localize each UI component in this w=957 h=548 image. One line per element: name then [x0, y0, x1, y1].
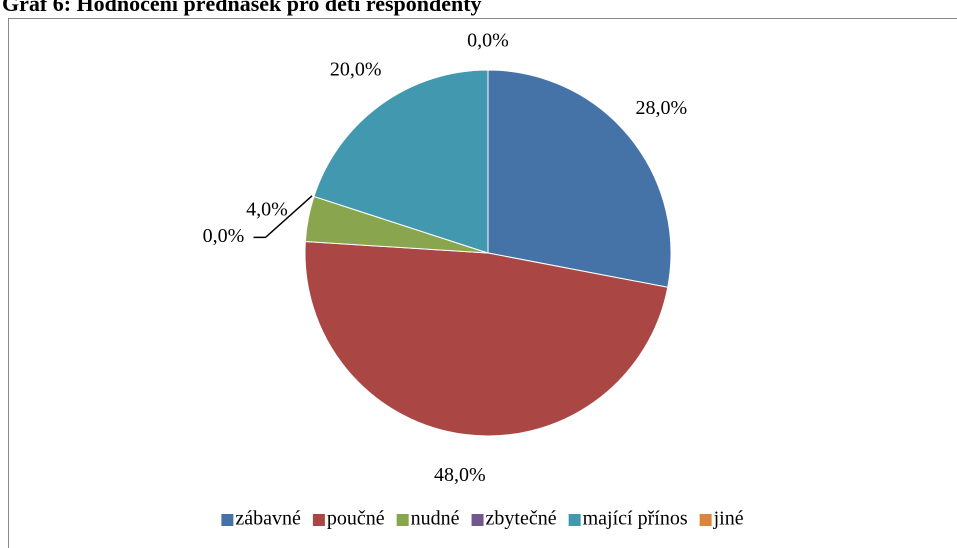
legend-swatch	[471, 514, 484, 526]
data-label: 28,0%	[636, 97, 688, 119]
legend-swatch	[312, 514, 325, 526]
data-label: 4,0%	[246, 198, 288, 220]
chart-title: Graf 6: Hodnocení přednášek pro děti res…	[2, 0, 482, 16]
legend-label: zábavné	[235, 508, 301, 530]
pie-slice	[487, 69, 672, 288]
data-label: 20,0%	[330, 59, 382, 81]
leader-line	[253, 195, 313, 239]
legend-label: nudné	[411, 508, 460, 530]
data-label: 0,0%	[203, 225, 245, 247]
pie-slice	[313, 69, 489, 254]
pie-slice	[304, 240, 669, 437]
legend-label: zbytečné	[486, 508, 557, 530]
legend-swatch	[396, 514, 409, 526]
legend-label: mající přínos	[583, 508, 688, 530]
data-label: 0,0%	[467, 30, 509, 52]
legend-swatch	[221, 514, 234, 526]
legend-swatch	[568, 514, 581, 526]
legend-swatch	[699, 514, 712, 526]
legend-label: jiné	[713, 508, 744, 530]
data-label: 48,0%	[434, 464, 486, 486]
legend-label: poučné	[327, 508, 385, 530]
